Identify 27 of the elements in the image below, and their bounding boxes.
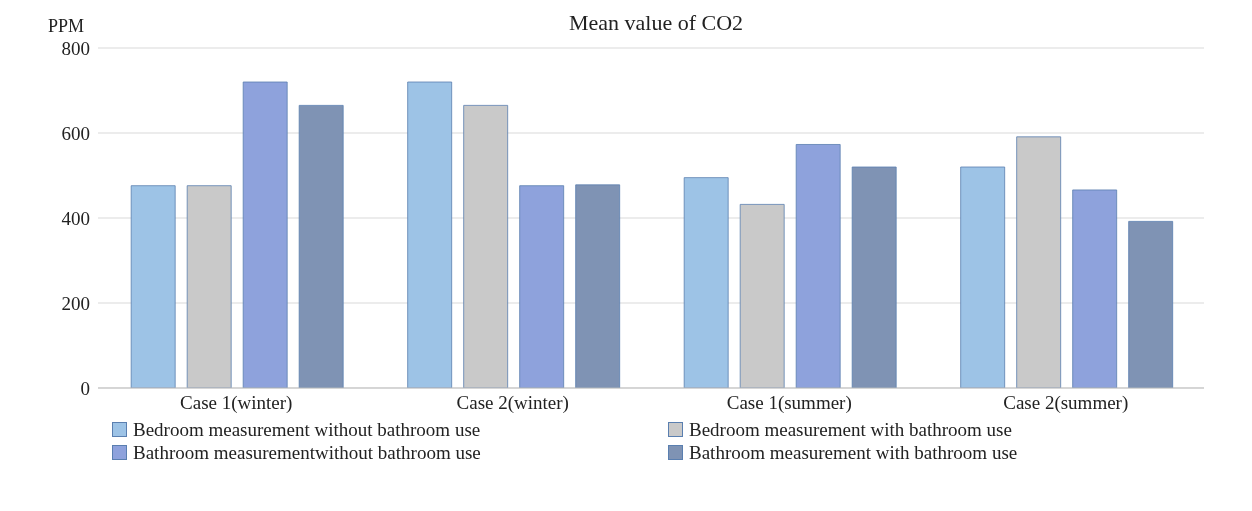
- bar: [298, 104, 344, 388]
- x-tick-label: Case 2(winter): [456, 392, 569, 415]
- bar: [795, 144, 841, 388]
- x-tick-label: Case 1(summer): [726, 392, 852, 415]
- x-tick-label: Case 2(summer): [1003, 392, 1129, 415]
- bar: [575, 184, 621, 388]
- y-tick-label: 0: [80, 377, 90, 399]
- chart-title: Mean value of CO2: [568, 10, 744, 35]
- y-axis-title: PPM: [48, 16, 85, 37]
- y-tick-label: 400: [61, 207, 90, 229]
- legend-label: Bedroom measurement without bathroom use: [133, 418, 481, 441]
- bar: [960, 166, 1006, 388]
- bar: [851, 166, 897, 388]
- bar: [407, 81, 453, 388]
- bar: [130, 185, 176, 388]
- bar: [242, 81, 288, 388]
- bar: [1072, 189, 1118, 388]
- bar: [683, 177, 729, 388]
- y-tick-label: 800: [61, 37, 90, 59]
- y-tick-label: 200: [61, 292, 90, 314]
- legend-label: Bathroom measurement with bathroom use: [689, 441, 1018, 464]
- x-tick-label: Case 1(winter): [180, 392, 293, 415]
- bar: [519, 185, 565, 388]
- bar: [1128, 221, 1174, 388]
- y-tick-label: 600: [61, 122, 90, 144]
- legend-label: Bedroom measurement with bathroom use: [689, 418, 1012, 441]
- legend-label: Bathroom measurementwithout bathroom use: [133, 441, 481, 464]
